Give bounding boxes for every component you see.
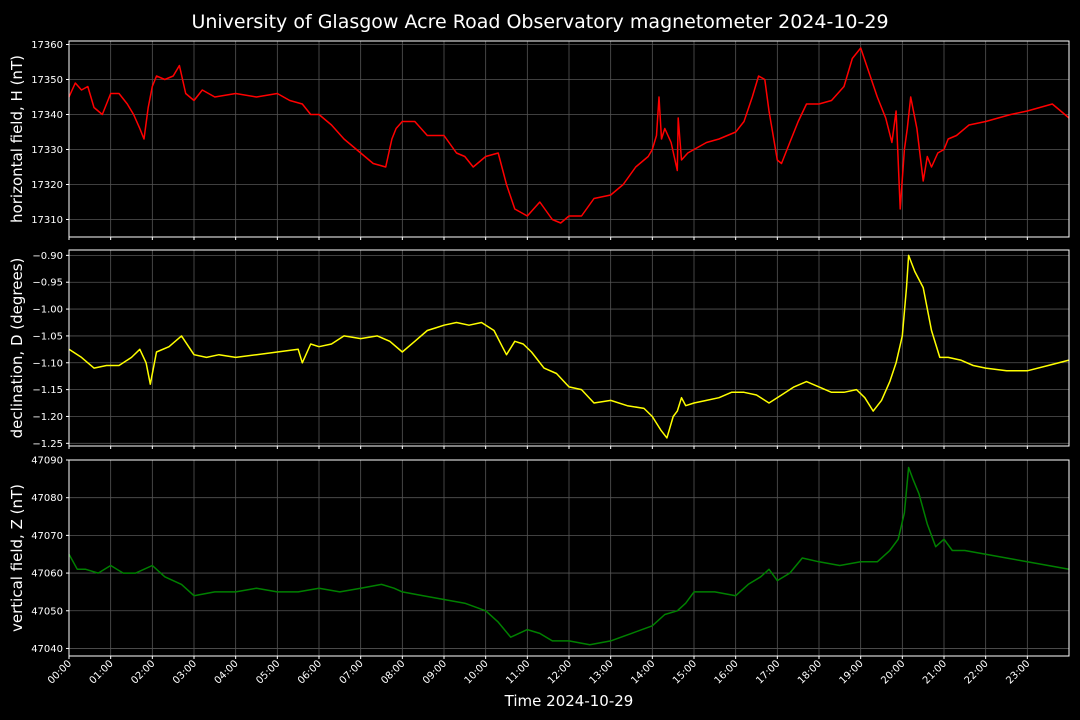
horizontal-field-panel: 17310 17320 17330 17340 17350 17360 horizontal… [8,40,1070,240]
y-tick-label: 17350 [31,75,63,86]
y-tick-label: −1.05 [32,331,63,342]
y-tick-label: −0.95 [32,278,63,289]
x-tick-labels: 00:00 01:00 02:00 03:00 04:00 05:00 06:00 07:00… [46,658,1032,686]
x-tick-label: 02:00 [129,658,157,686]
x-tick-label: 11:00 [504,658,532,686]
y-tick-label: 17320 [31,180,63,191]
x-tick-label: 21:00 [921,658,949,686]
x-tick-label: 00:00 [46,658,74,686]
y-tick-label: 47050 [31,606,63,617]
x-tick-label: 06:00 [296,658,324,686]
x-tick-label: 12:00 [546,658,574,686]
x-tick-label: 15:00 [671,658,699,686]
y-tick-label: 47070 [31,531,63,542]
x-axis-label: Time 2024-10-29 [504,692,634,710]
y-tick-label: 17340 [31,110,63,121]
x-tick-label: 22:00 [963,658,991,686]
y-tick-label: −1.20 [32,412,63,423]
y-tick-label: 47040 [31,644,63,655]
declination-y-axis-label: declination, D (degrees) [8,258,26,439]
x-tick-label: 18:00 [796,658,824,686]
y-tick-label: −0.90 [32,251,63,262]
x-tick-label: 05:00 [254,658,282,686]
x-tick-label: 08:00 [379,658,407,686]
y-tick-label: 47060 [31,569,63,580]
vertical-field-y-axis-label: vertical field, Z (nT) [8,484,26,632]
declination-frame [68,249,1070,447]
x-tick-label: 03:00 [171,658,199,686]
x-tick-label: 19:00 [838,658,866,686]
x-tick-label: 17:00 [754,658,782,686]
chart-title: University of Glasgow Acre Road Observat… [191,11,888,33]
x-tick-label: 07:00 [338,658,366,686]
x-tick-label: 04:00 [213,658,241,686]
y-tick-label: −1.10 [32,358,63,369]
x-tick-label: 23:00 [1004,658,1032,686]
x-tick-label: 16:00 [713,658,741,686]
y-tick-label: 47080 [31,493,63,504]
y-tick-label: 17330 [31,145,63,156]
vertical-field-panel: 47040 47050 47060 47070 47080 47090 vertical f… [8,456,1070,659]
x-tick-label: 01:00 [88,658,116,686]
vertical-field-frame [68,459,1070,657]
y-tick-label: −1.15 [32,385,63,396]
horizontal-field-series-line [68,47,1070,224]
x-tick-label: 09:00 [421,658,449,686]
horizontal-field-y-axis-label: horizontal field, H (nT) [8,55,26,223]
x-tick-label: 10:00 [463,658,491,686]
y-tick-label: −1.25 [32,439,63,450]
horizontal-field-frame [68,40,1070,238]
declination-panel: −1.25 −1.20 −1.15 −1.10 −1.05 −1.00 −0.95 −0.90… [8,249,1070,450]
declination-series-line [68,254,1070,439]
x-tick-label: 20:00 [879,658,907,686]
y-tick-label: 17310 [31,215,63,226]
y-tick-label: 17360 [31,40,63,51]
x-tick-label: 13:00 [588,658,616,686]
vertical-field-series-line [68,466,1070,646]
x-tick-label: 14:00 [629,658,657,686]
y-tick-label: −1.00 [32,305,63,316]
y-tick-label: 47090 [31,456,63,467]
